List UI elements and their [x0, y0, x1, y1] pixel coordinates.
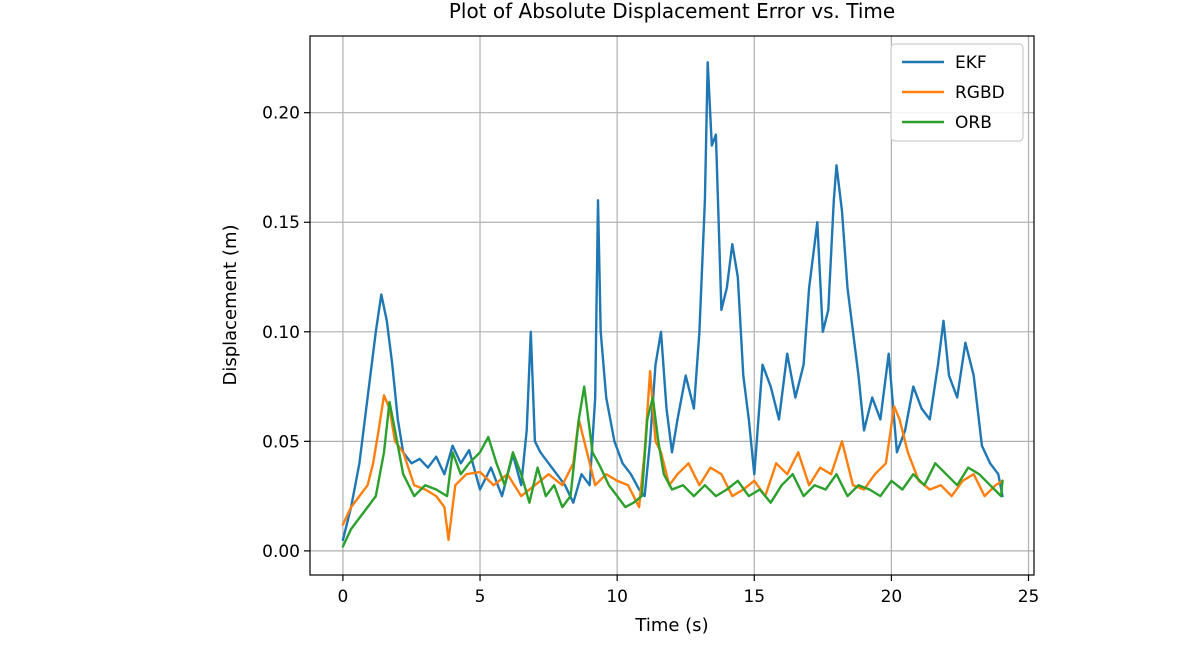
y-tick-label: 0.20: [262, 104, 300, 124]
x-tick-label: 25: [1018, 587, 1040, 607]
x-axis-label: Time (s): [634, 615, 708, 636]
x-tick-label: 0: [337, 587, 348, 607]
series-line-ekf: [341, 61, 1004, 542]
y-axis-label: Displacement (m): [220, 224, 241, 385]
legend-label-rgbd: RGBD: [955, 83, 1005, 103]
x-axis-ticks: 0 5 10 15 20 25: [337, 575, 1039, 607]
y-axis-ticks: 0.00 0.05 0.10 0.15 0.20: [262, 104, 310, 562]
x-tick-label: 15: [743, 587, 765, 607]
series-lines: [341, 61, 1004, 548]
x-tick-label: 5: [475, 587, 486, 607]
series-line-rgbd: [341, 370, 1004, 542]
x-tick-label: 10: [606, 587, 628, 607]
x-tick-label: 20: [881, 587, 903, 607]
legend-label-ekf: EKF: [955, 53, 987, 73]
y-tick-label: 0.10: [262, 323, 300, 343]
y-tick-label: 0.15: [262, 213, 300, 233]
legend-items: EKF RGBD ORB: [902, 53, 1005, 133]
legend: EKF RGBD ORB: [890, 43, 1024, 142]
legend-box: [890, 43, 1024, 142]
grid: [310, 36, 1034, 575]
legend-label-orb: ORB: [955, 113, 992, 133]
y-tick-label: 0.05: [262, 432, 300, 452]
chart-title: Plot of Absolute Displacement Error vs. …: [449, 0, 895, 23]
plot-frame: [309, 35, 1035, 576]
y-tick-label: 0.00: [262, 542, 300, 562]
series-line-orb: [341, 385, 1004, 548]
